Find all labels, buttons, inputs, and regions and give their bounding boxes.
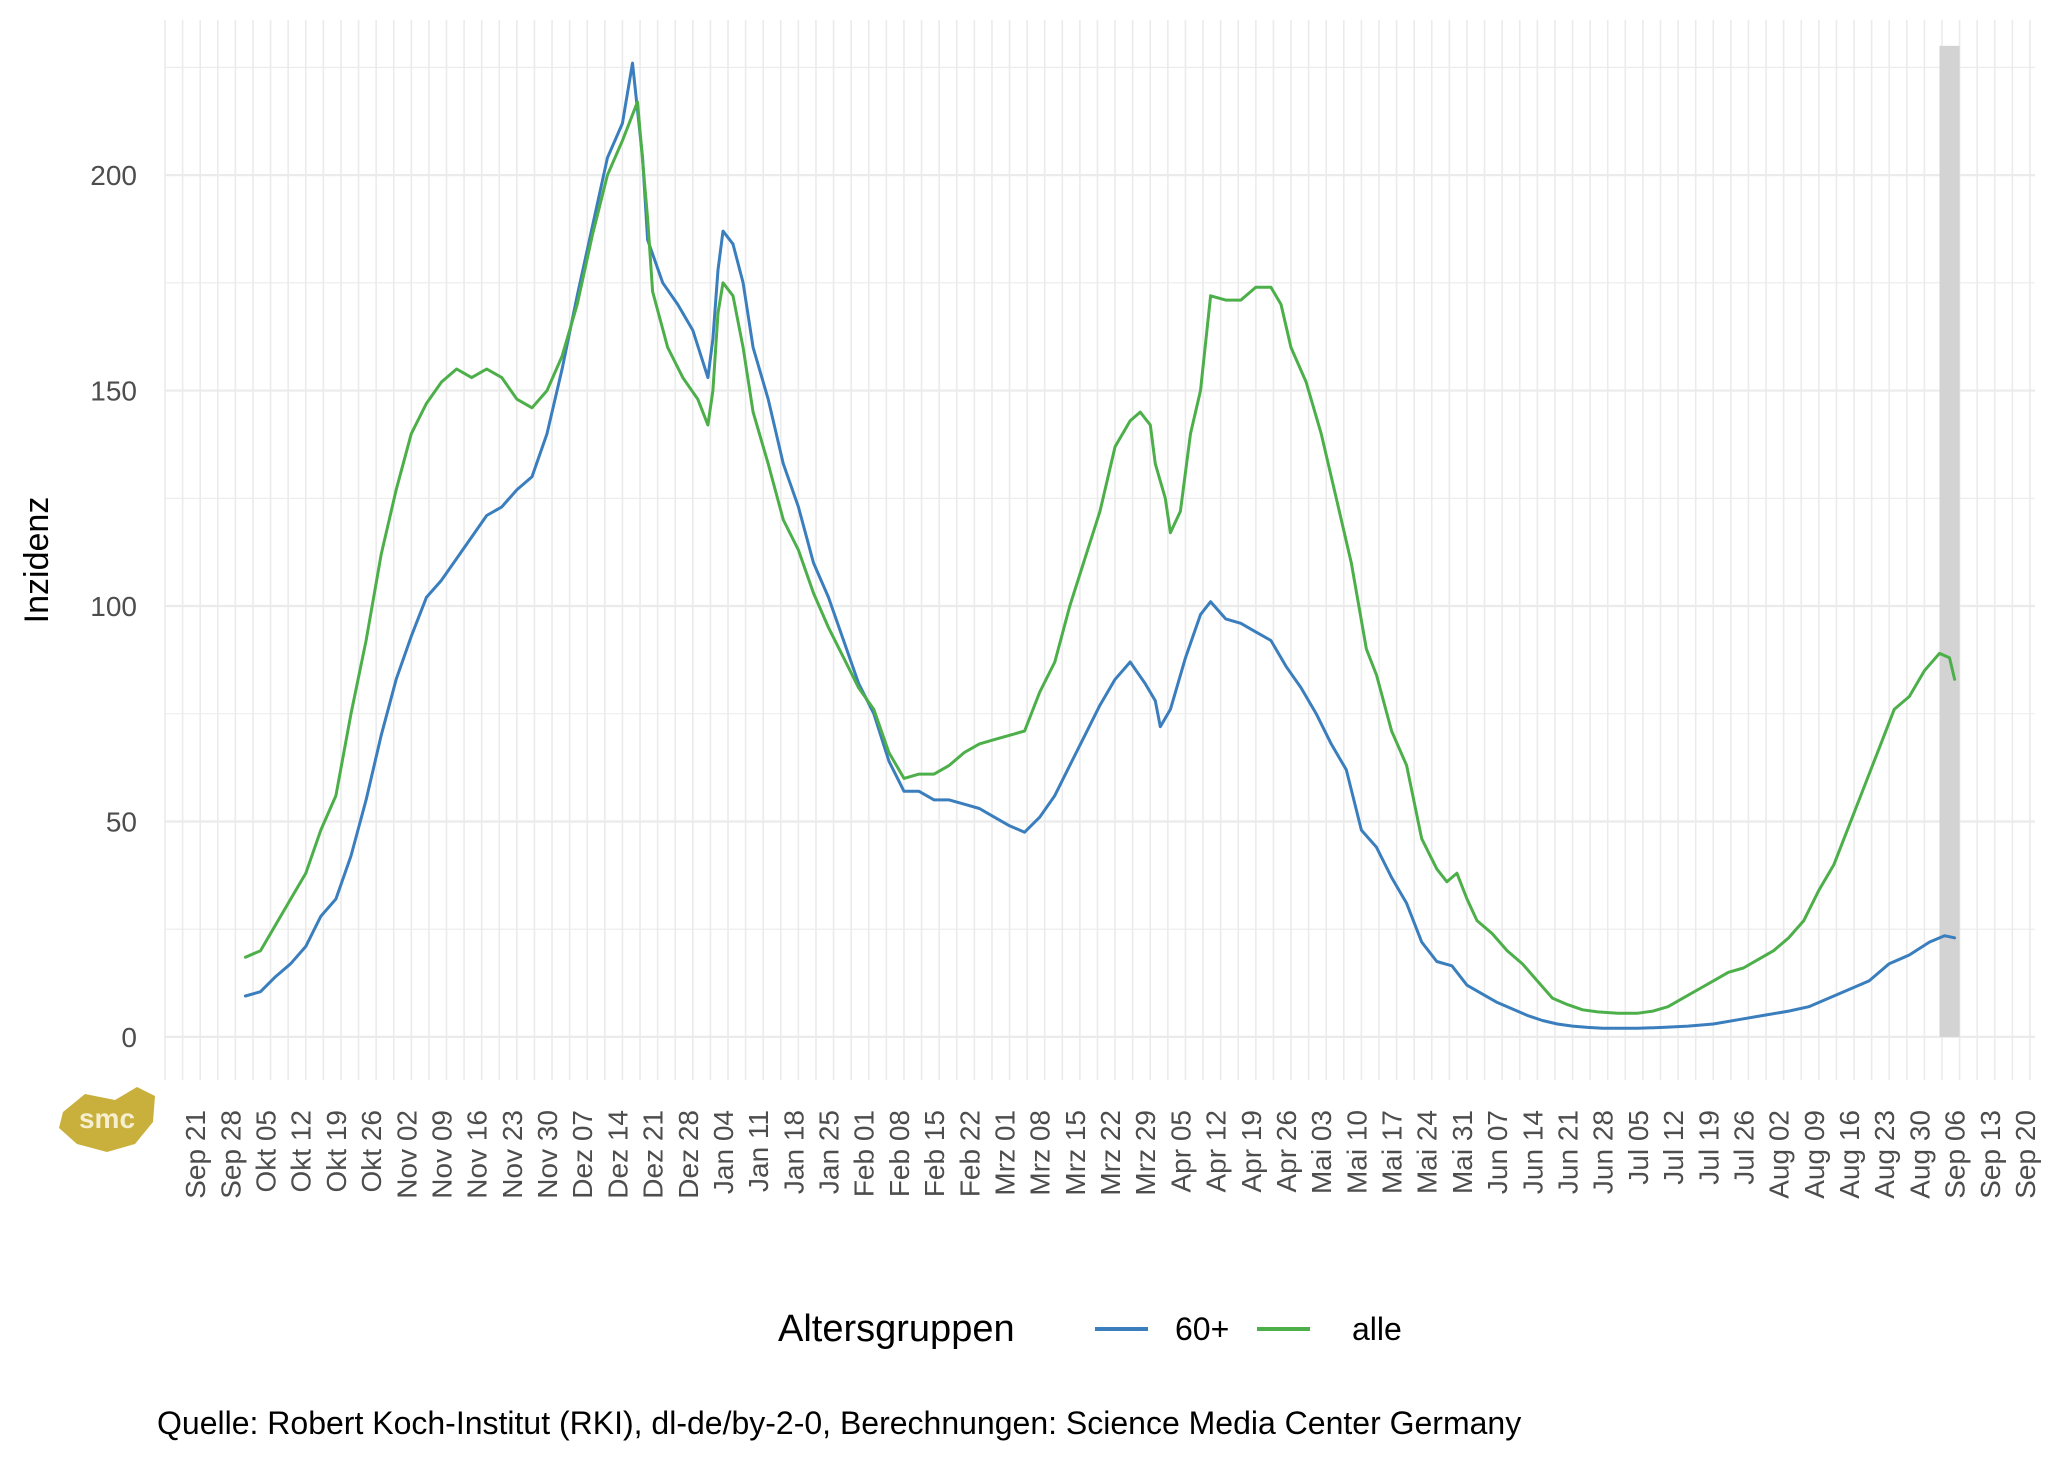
x-tick-label: Jan 25: [814, 1110, 845, 1194]
legend-title: Altersgruppen: [778, 1308, 1015, 1350]
x-tick-label: Mrz 29: [1130, 1110, 1161, 1196]
y-axis-title: Inzidenz: [18, 497, 56, 624]
x-tick-label: Feb 15: [919, 1110, 950, 1197]
legend: Altersgruppen 60+ alle: [778, 1308, 1402, 1350]
x-tick-label: Mai 03: [1306, 1110, 1337, 1194]
x-tick-label: Okt 19: [321, 1110, 352, 1192]
x-tick-label: Aug 16: [1834, 1110, 1865, 1199]
x-tick-label: Feb 22: [954, 1110, 985, 1197]
y-tick-label: 50: [106, 806, 137, 837]
x-tick-label: Mrz 15: [1060, 1110, 1091, 1196]
x-tick-label: Mai 24: [1412, 1110, 1443, 1194]
source-caption: Quelle: Robert Koch-Institut (RKI), dl-d…: [157, 1405, 1521, 1441]
x-tick-label: Jun 14: [1517, 1110, 1548, 1194]
x-tick-label: Aug 30: [1904, 1110, 1935, 1199]
x-tick-label: Mrz 01: [990, 1110, 1021, 1196]
x-tick-label: Jan 04: [708, 1110, 739, 1194]
y-tick-label: 0: [121, 1022, 137, 1053]
legend-label-60plus: 60+: [1175, 1311, 1229, 1347]
x-tick-label: Jan 11: [743, 1110, 774, 1192]
x-tick-label: Aug 23: [1869, 1110, 1900, 1199]
x-tick-label: Feb 01: [849, 1110, 880, 1197]
y-tick-label: 150: [90, 376, 137, 407]
x-tick-label: Apr 19: [1236, 1110, 1267, 1193]
x-tick-label: Mrz 22: [1095, 1110, 1126, 1196]
x-tick-label: Dez 14: [602, 1110, 633, 1199]
x-tick-label: Nov 16: [462, 1110, 493, 1199]
x-tick-label: Jul 12: [1658, 1110, 1689, 1185]
x-tick-label: Jan 18: [778, 1110, 809, 1194]
x-tick-label: Jul 26: [1728, 1110, 1759, 1185]
x-tick-label: Nov 30: [532, 1110, 563, 1199]
x-tick-label: Sep 06: [1940, 1110, 1971, 1199]
x-tick-label: Aug 02: [1764, 1110, 1795, 1199]
grid-lines: [164, 20, 2035, 1080]
x-tick-label: Dez 28: [673, 1110, 704, 1199]
smc-logo-shape: [59, 1087, 155, 1152]
x-tick-label: Sep 20: [2010, 1110, 2041, 1199]
x-tick-label: Jul 05: [1623, 1110, 1654, 1185]
x-tick-label: Apr 05: [1165, 1110, 1196, 1193]
x-tick-label: Dez 07: [567, 1110, 598, 1199]
x-tick-label: Okt 05: [251, 1110, 282, 1192]
x-tick-label: Jun 21: [1553, 1110, 1584, 1194]
x-tick-label: Apr 12: [1201, 1110, 1232, 1193]
x-tick-label: Nov 23: [497, 1110, 528, 1199]
x-tick-label: Okt 26: [356, 1110, 387, 1192]
x-tick-label: Mai 17: [1377, 1110, 1408, 1194]
x-tick-label: Jun 28: [1588, 1110, 1619, 1194]
series-line-60plus: [243, 61, 1957, 1030]
x-tick-label: Sep 21: [180, 1110, 211, 1199]
smc-logo: smc: [59, 1087, 155, 1152]
highlight-band: [1939, 45, 1960, 1037]
x-tick-label: Nov 02: [391, 1110, 422, 1199]
x-tick-label: Nov 09: [427, 1110, 458, 1199]
y-tick-label: 100: [90, 591, 137, 622]
series-line-alle: [243, 100, 1957, 1015]
x-tick-label: Sep 28: [215, 1110, 246, 1199]
smc-logo-text: smc: [79, 1103, 135, 1134]
y-axis-ticks: 0 50 100 150 200: [90, 160, 137, 1053]
x-tick-label: Jun 07: [1482, 1110, 1513, 1194]
x-tick-label: Mai 10: [1341, 1110, 1372, 1194]
highlight-band-layer: [1939, 45, 1960, 1037]
y-tick-label: 200: [90, 160, 137, 191]
x-tick-label: Feb 08: [884, 1110, 915, 1197]
x-tick-label: Aug 09: [1799, 1110, 1830, 1199]
x-tick-label: Mai 31: [1447, 1110, 1478, 1194]
x-tick-label: Dez 21: [638, 1110, 669, 1199]
x-tick-label: Jul 19: [1693, 1110, 1724, 1185]
series-layer: [243, 61, 1957, 1030]
x-tick-label: Sep 13: [1975, 1110, 2006, 1199]
x-tick-label: Mrz 08: [1025, 1110, 1056, 1196]
x-tick-label: Okt 12: [286, 1110, 317, 1192]
x-axis-ticks: Sep 21 Sep 28 Okt 05 Okt 12 Okt 19 Okt 26 Nov …: [180, 1110, 2041, 1199]
legend-label-alle: alle: [1352, 1311, 1402, 1347]
x-tick-label: Apr 26: [1271, 1110, 1302, 1193]
